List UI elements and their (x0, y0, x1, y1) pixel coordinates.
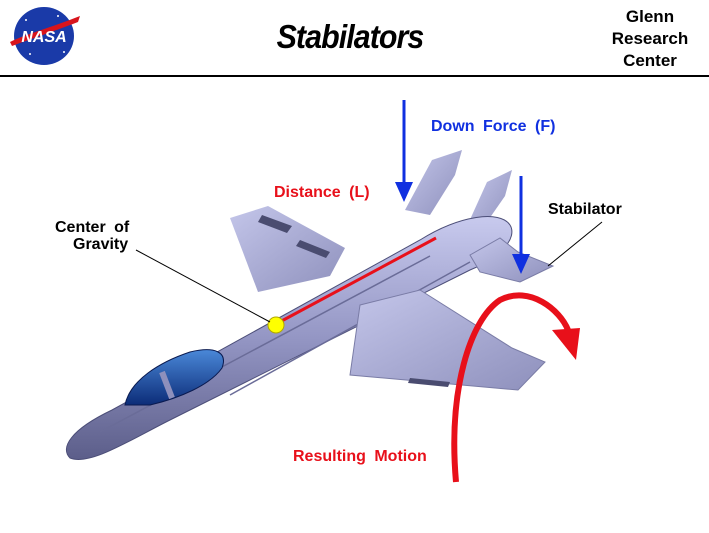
org-name: Glenn Research Center (600, 6, 700, 72)
org-line-3: Center (623, 51, 677, 70)
resulting-motion-arrow (451, 292, 580, 483)
header: NASA Stabilators Glenn Research Center (0, 0, 709, 80)
nasa-logo-text: NASA (21, 29, 66, 46)
canopy (124, 349, 224, 406)
org-line-1: Glenn (625, 7, 675, 26)
cg-label-line-1: Center of (55, 219, 130, 236)
cg-label-line-2: Gravity (73, 236, 129, 253)
stabilator-surface (469, 237, 555, 283)
org-line-2: Research (611, 29, 689, 48)
down-force-arrow-2 (512, 176, 530, 274)
down-force-arrow-1 (395, 100, 413, 202)
left-wing (230, 206, 345, 292)
down-force-label: Down Force (F) (431, 118, 556, 135)
right-wing (349, 289, 546, 391)
vertical-tails (405, 150, 512, 232)
distance-label: Distance (L) (274, 184, 370, 201)
cg-dot (267, 316, 285, 334)
header-divider (0, 75, 709, 77)
resulting-motion-label: Resulting Motion (293, 448, 427, 465)
stabilator-label: Stabilator (548, 201, 622, 218)
distance-line (275, 236, 437, 326)
cg-leader-line (135, 249, 271, 323)
nasa-logo: NASA (10, 7, 80, 65)
page-title: Stabilators (276, 18, 425, 55)
stabilator-leader-line (547, 221, 603, 267)
